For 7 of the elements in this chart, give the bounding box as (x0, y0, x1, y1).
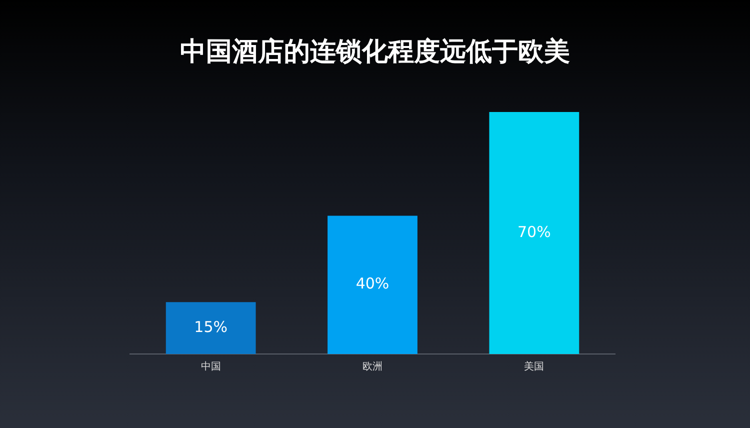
x-tick-label: 美国 (524, 360, 544, 373)
data-label: 70% (517, 222, 551, 241)
data-label: 40% (356, 274, 390, 293)
x-tick-label: 欧洲 (362, 360, 382, 373)
data-label: 15% (194, 318, 228, 336)
x-tick-label: 中国 (200, 360, 221, 373)
chart-title: 中国酒店的连锁化程度远低于欧美 (179, 36, 571, 69)
